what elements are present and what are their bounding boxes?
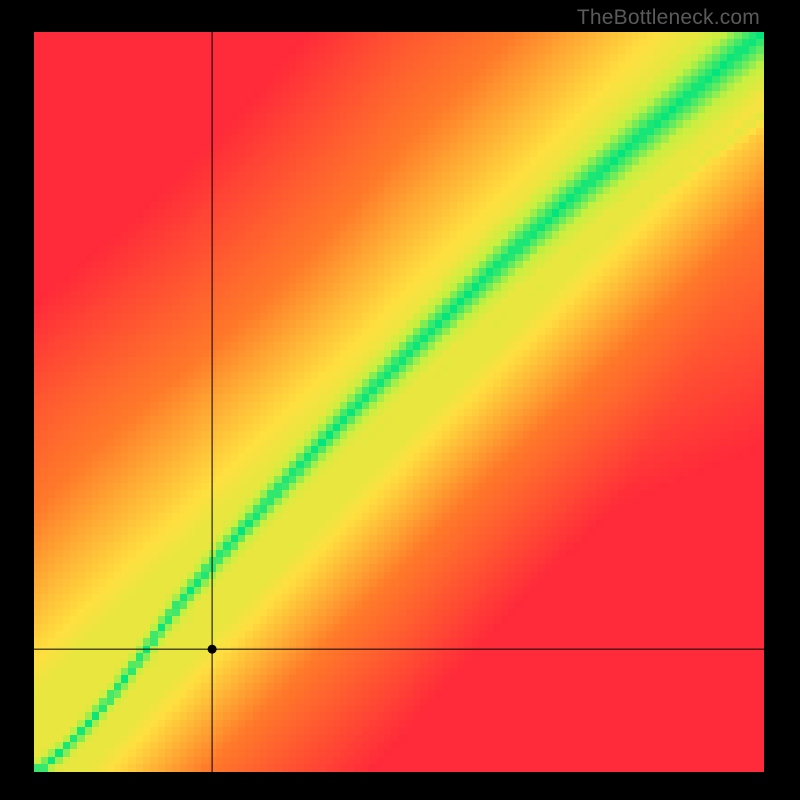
chart-container: TheBottleneck.com xyxy=(0,0,800,800)
watermark-text: TheBottleneck.com xyxy=(577,6,760,30)
bottleneck-heatmap xyxy=(34,32,764,772)
